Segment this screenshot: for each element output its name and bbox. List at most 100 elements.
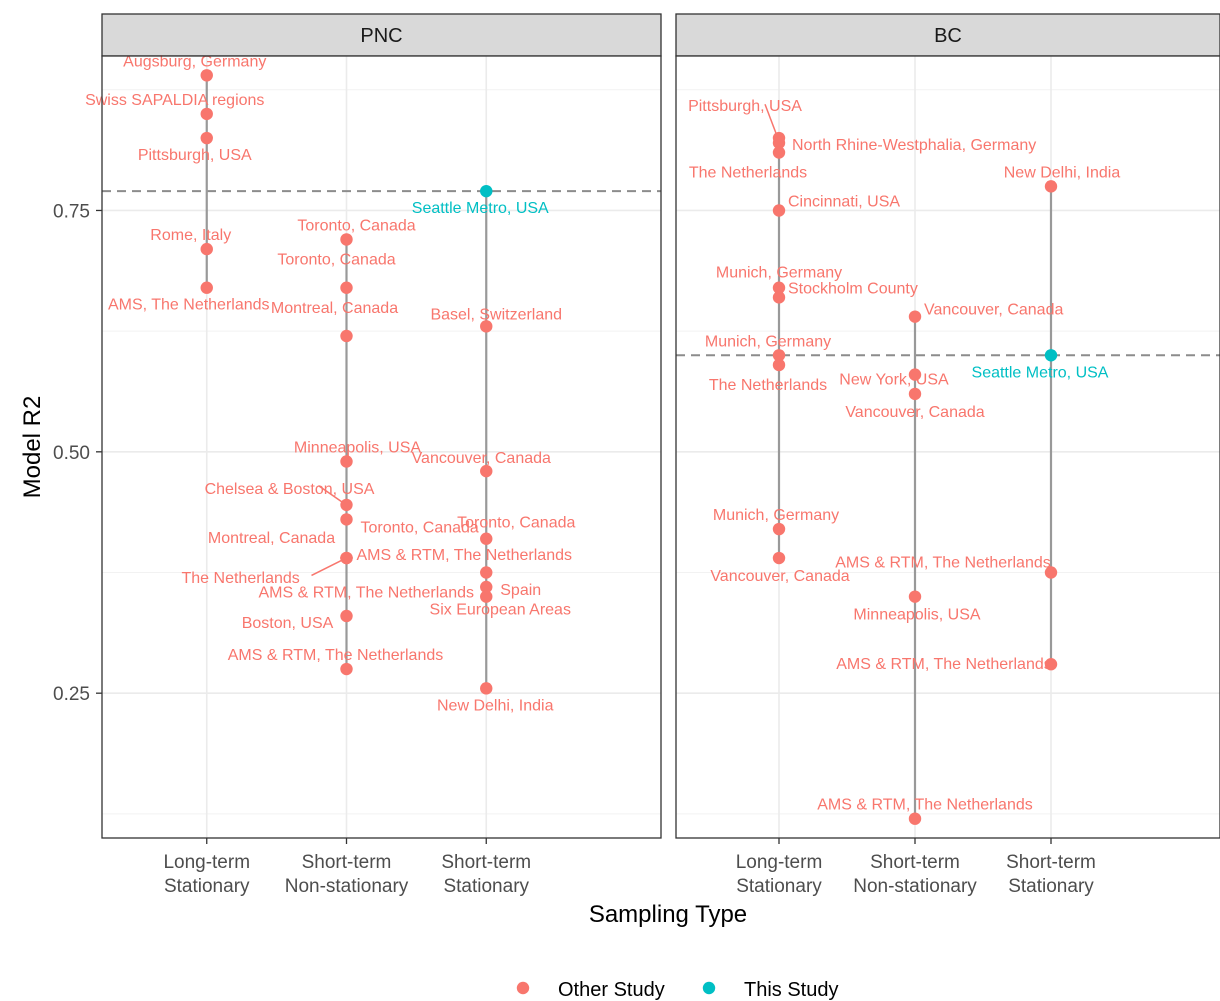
data-point (200, 107, 213, 121)
data-label: The Netherlands (709, 377, 827, 394)
data-label: Seattle Metro, USA (972, 364, 1109, 381)
data-label: AMS & RTM, The Netherlands (835, 555, 1051, 572)
data-point (908, 310, 922, 323)
data-point (340, 609, 353, 623)
panel-border (101, 55, 662, 839)
data-label: Six European Areas (430, 602, 571, 619)
data-label: New Delhi, India (437, 697, 554, 714)
data-label: Toronto, Canada (277, 252, 395, 269)
data-point (340, 281, 353, 294)
data-label: Cincinnati, USA (788, 193, 900, 210)
x-tick-label: Short-term Stationary (1006, 852, 1096, 897)
data-point (340, 513, 353, 526)
x-tick-label-line: Short-term (1006, 852, 1096, 873)
data-point (772, 349, 786, 362)
legend-key (516, 981, 530, 995)
data-label: Toronto, Canada (297, 217, 415, 234)
data-label: Augsburg, Germany (123, 53, 266, 70)
data-point (480, 320, 493, 333)
data-point (772, 522, 786, 536)
data-point (480, 566, 493, 579)
data-point (772, 146, 786, 159)
x-tick-label: Short-term Stationary (441, 852, 531, 897)
data-point (1044, 180, 1058, 193)
data-label: AMS & RTM, The Netherlands (357, 547, 573, 564)
data-label: New Delhi, India (1004, 164, 1121, 181)
plot-background (676, 56, 1220, 838)
label-leader (318, 485, 344, 504)
data-point (480, 532, 493, 545)
x-tick-label-line: Long-term (736, 852, 823, 873)
data-point (772, 291, 786, 304)
data-point (340, 498, 353, 512)
x-tick-label-line: Non-stationary (285, 876, 409, 897)
data-point (1044, 566, 1058, 579)
x-tick-label-line: Short-term (302, 852, 392, 873)
data-point (340, 455, 353, 468)
x-tick-label: Long-term Stationary (163, 852, 250, 897)
data-point (480, 580, 493, 594)
data-label: Stockholm County (788, 280, 918, 297)
x-axis-title: Sampling Type (589, 901, 747, 928)
data-label: The Netherlands (689, 165, 807, 182)
panel-bc: BC Pittsburgh, USA North Rhine-Westphalia,… (675, 13, 1220, 897)
data-label: AMS & RTM, The Netherlands (817, 797, 1033, 814)
x-tick-label: Long-term Stationary (736, 852, 823, 897)
x-tick-label-line: Non-stationary (853, 876, 977, 897)
data-label: Vancouver, Canada (845, 404, 984, 421)
data-point (340, 662, 353, 676)
data-label: Munich, Germany (713, 507, 839, 524)
data-label: Montreal, Canada (208, 530, 335, 547)
data-point (340, 551, 353, 565)
data-label: Basel, Switzerland (430, 306, 562, 323)
panel-pnc: PNC Augsburg, Germany Swiss SAPALDIA regio… (53, 13, 662, 897)
data-label: North Rhine-Westphalia, Germany (792, 137, 1036, 154)
data-point (200, 242, 213, 256)
data-label: Pittsburgh, USA (138, 147, 252, 164)
data-label: Munich, Germany (705, 333, 831, 350)
data-point (480, 682, 493, 695)
data-point (340, 329, 353, 343)
y-tick-label: 0.50 (53, 443, 90, 464)
y-tick-label: 0.25 (53, 684, 90, 705)
data-point (772, 551, 786, 565)
data-label: Minneapolis, USA (853, 607, 981, 624)
data-label: Munich, Germany (716, 265, 842, 282)
data-point (908, 590, 922, 603)
x-tick-label-line: Stationary (164, 876, 250, 897)
panel-border (675, 55, 1220, 839)
y-axis-title: Model R2 (19, 396, 46, 499)
x-tick-label-line: Stationary (1008, 876, 1094, 897)
data-point (200, 131, 213, 145)
legend-key (702, 981, 716, 995)
legend-label: Other Study (558, 979, 665, 1001)
x-tick-label-line: Short-term (870, 852, 960, 873)
data-point (772, 136, 786, 150)
data-label: Rome, Italy (150, 227, 231, 244)
data-label: Vancouver, Canada (412, 450, 551, 467)
data-point (772, 281, 786, 294)
data-label: Chelsea & Boston, USA (205, 481, 375, 498)
data-point (772, 358, 786, 372)
data-label: Minneapolis, USA (294, 439, 422, 456)
data-label: Vancouver, Canada (710, 568, 849, 585)
panels-layer: PNC Augsburg, Germany Swiss SAPALDIA regio… (53, 13, 1220, 897)
x-tick-label: Short-term Non-stationary (853, 852, 977, 897)
data-label: Swiss SAPALDIA regions (85, 92, 264, 109)
data-point (772, 204, 786, 217)
data-point (200, 281, 213, 294)
facet-strip (101, 13, 662, 57)
legend-label: This Study (744, 979, 838, 1001)
data-point (1044, 658, 1058, 671)
data-label: Toronto, Canada (457, 515, 575, 532)
data-label: New York, USA (839, 372, 949, 389)
data-point (1044, 349, 1058, 362)
data-label: Seattle Metro, USA (412, 200, 549, 217)
data-label: Vancouver, Canada (924, 302, 1063, 319)
data-label: Spain (500, 582, 541, 599)
data-label: AMS & RTM, The Netherlands (228, 647, 444, 664)
data-point (908, 812, 922, 825)
x-tick-label-line: Long-term (163, 852, 250, 873)
data-label: Montreal, Canada (271, 300, 398, 317)
